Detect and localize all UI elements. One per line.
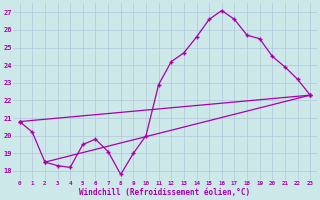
X-axis label: Windchill (Refroidissement éolien,°C): Windchill (Refroidissement éolien,°C) [79,188,251,197]
